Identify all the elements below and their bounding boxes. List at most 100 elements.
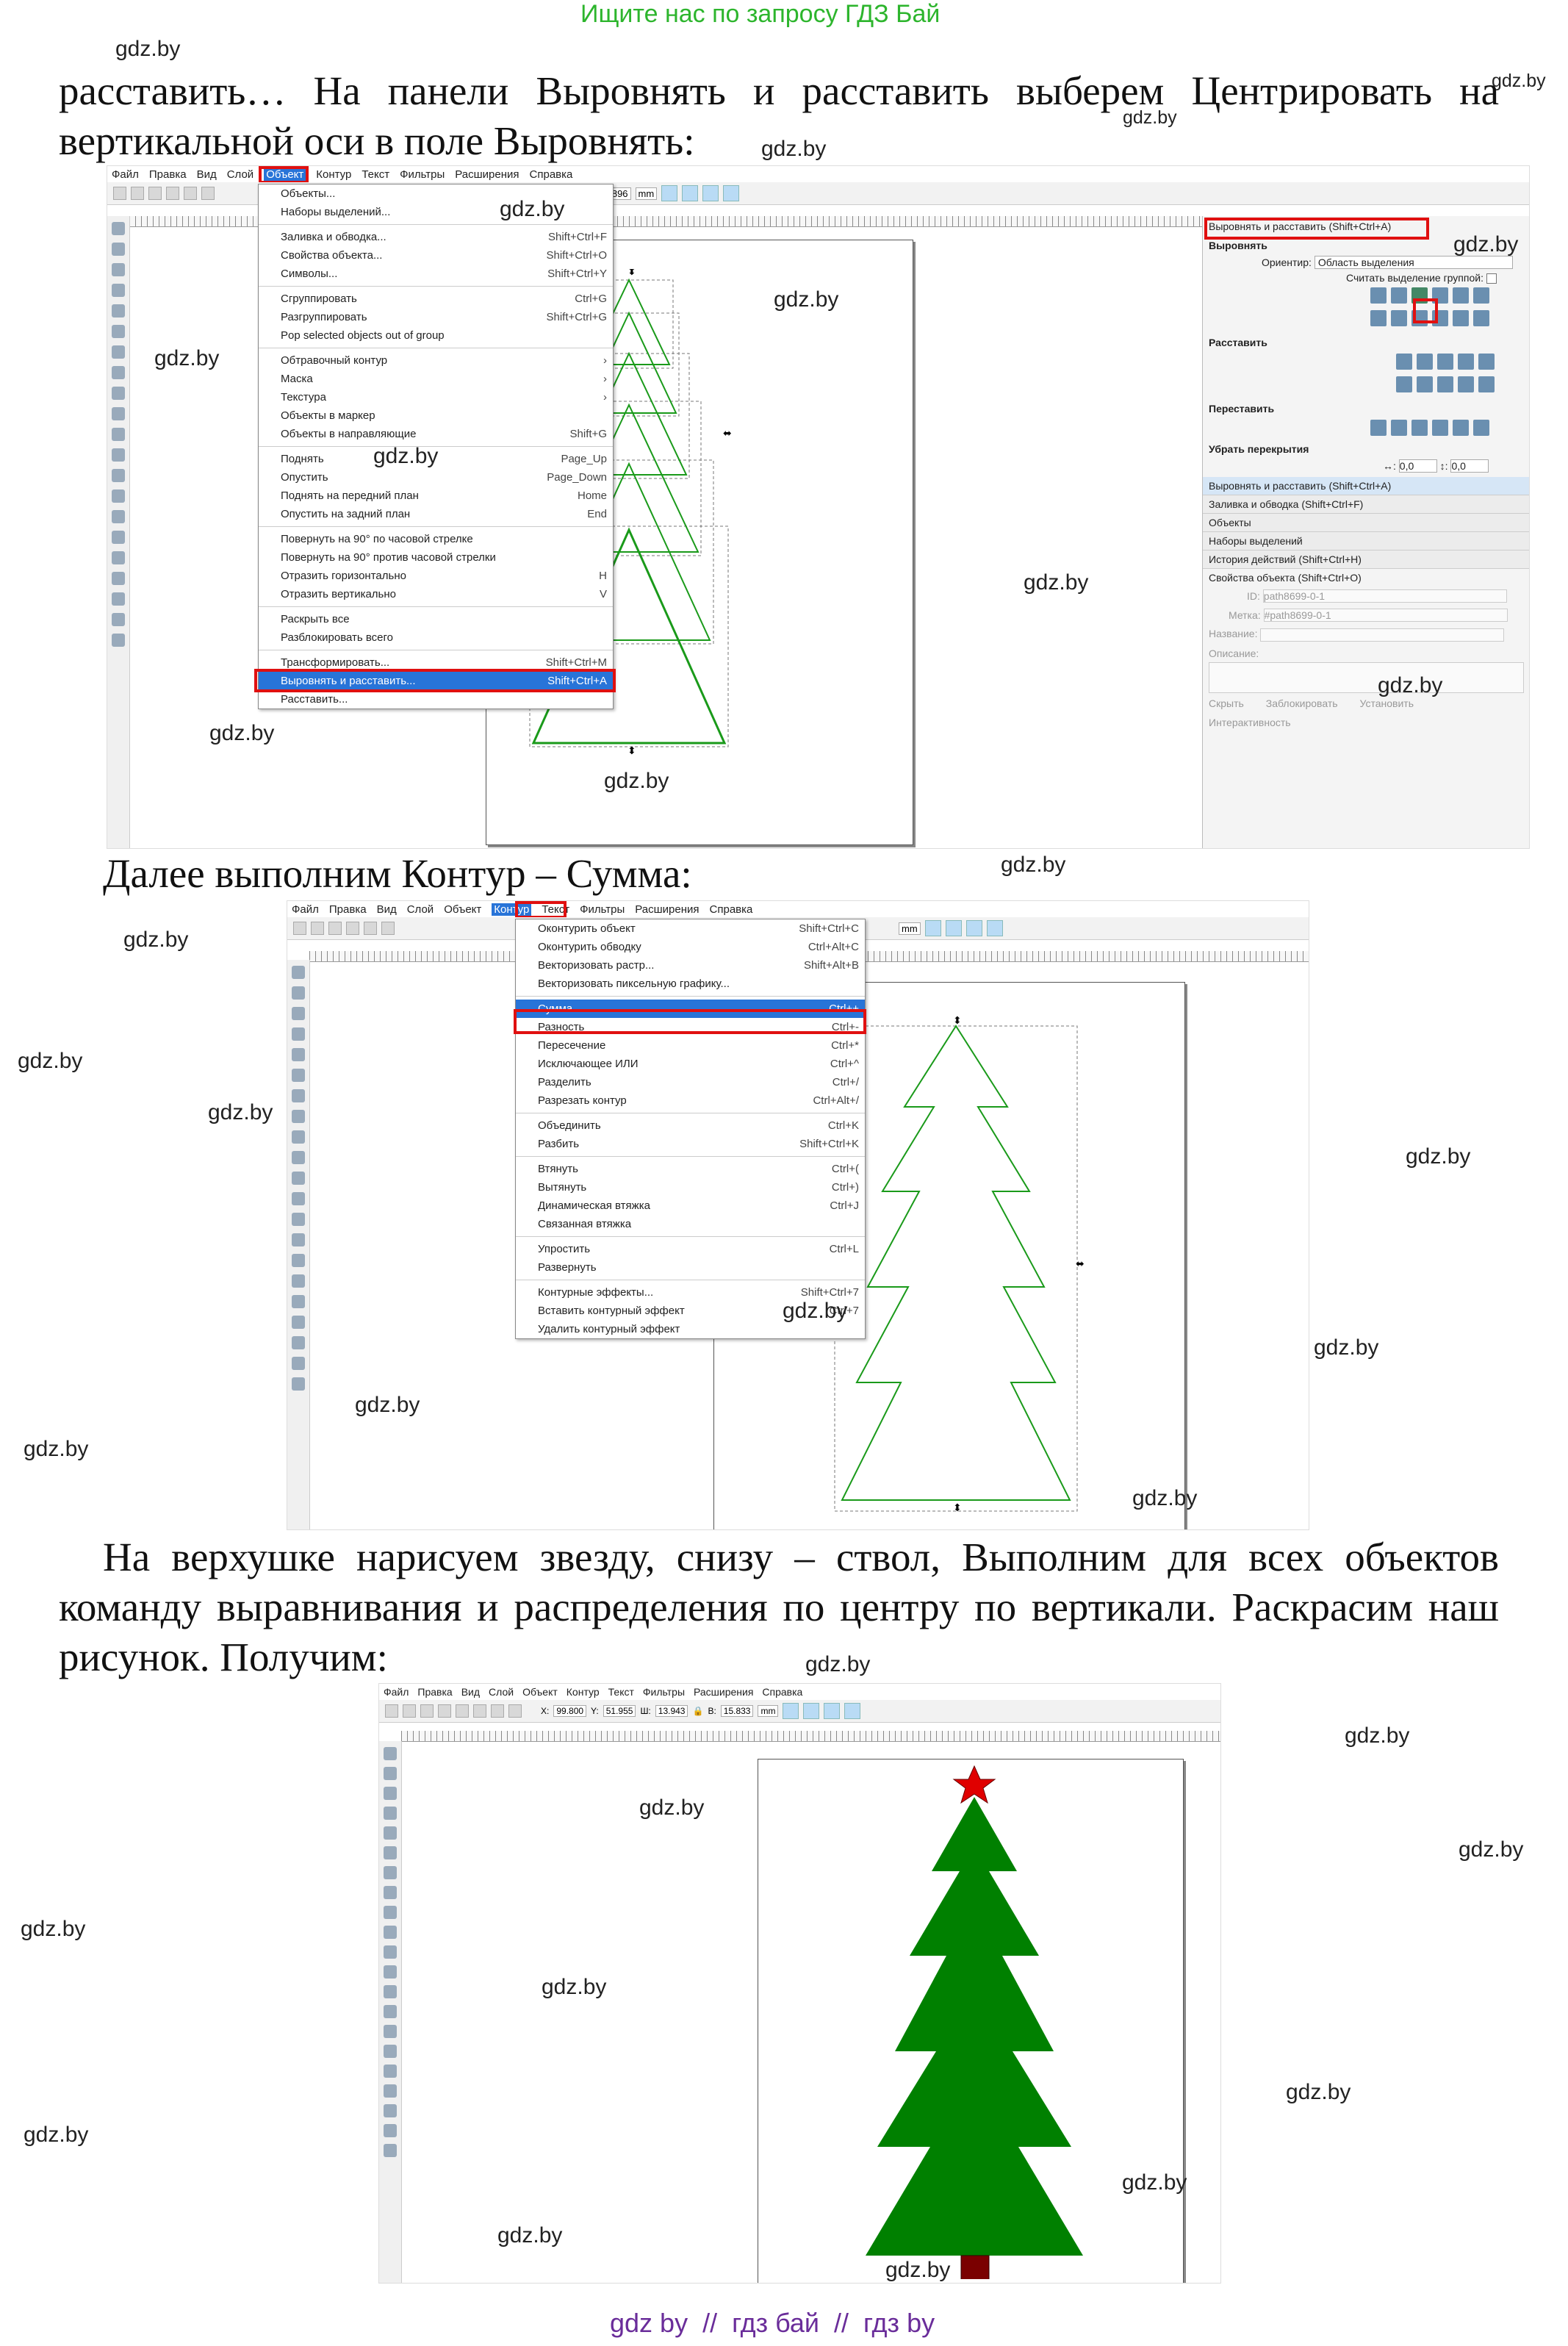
snap-button[interactable] — [945, 920, 962, 936]
spray-tool-icon[interactable] — [384, 2025, 397, 2038]
hide-checkbox[interactable]: Скрыть — [1209, 697, 1244, 709]
menu-item[interactable]: Символы... Shift+Ctrl+Y — [281, 268, 607, 280]
tool-button[interactable] — [381, 922, 395, 935]
ellipse-tool-icon[interactable] — [292, 1110, 305, 1123]
menu-item[interactable]: Развернуть — [538, 1261, 597, 1274]
menu-item[interactable]: Втянуть Ctrl+( — [538, 1163, 859, 1175]
node-tool-icon[interactable] — [112, 243, 125, 256]
bucket-tool-icon[interactable] — [292, 1295, 305, 1308]
menu-extensions[interactable]: Расширения — [455, 168, 519, 181]
tool-button[interactable] — [166, 187, 179, 200]
menu-item[interactable]: Контурные эффекты... Shift+Ctrl+7 — [538, 1286, 859, 1299]
menu-file[interactable]: Файл — [112, 168, 139, 181]
menu-item[interactable]: Заливка и обводка... Shift+Ctrl+F — [281, 231, 607, 243]
footer-link[interactable]: gdz by // гдз бай // гдз by — [610, 2308, 935, 2338]
tool-button[interactable] — [328, 922, 342, 935]
menu-path[interactable]: Контур — [316, 168, 352, 181]
menu-item[interactable]: Повернуть на 90° против часовой стрелки — [281, 551, 496, 564]
distribute-icon[interactable] — [1437, 376, 1453, 393]
connector-tool-icon[interactable] — [384, 2144, 397, 2157]
dock-tab[interactable]: Заливка и обводка (Shift+Ctrl+F) — [1203, 495, 1529, 514]
spiral-tool-icon[interactable] — [384, 1926, 397, 1939]
menu-item[interactable]: Расставить... — [281, 693, 348, 706]
menu-help[interactable]: Справка — [529, 168, 573, 181]
eraser-tool-icon[interactable] — [292, 1274, 305, 1288]
menu-path[interactable]: Контур — [566, 1686, 600, 1698]
measure-tool-icon[interactable] — [112, 304, 125, 318]
tool-button[interactable] — [131, 187, 144, 200]
node-tool-icon[interactable] — [292, 986, 305, 1000]
distribute-icon[interactable] — [1478, 354, 1495, 370]
menu-item[interactable]: Поднять Page_Up — [281, 453, 607, 465]
set-button[interactable]: Установить — [1359, 697, 1414, 709]
menu-file[interactable]: Файл — [384, 1686, 409, 1698]
v-gap-field[interactable]: 0,0 — [1450, 459, 1489, 473]
menu-item[interactable]: Оконтурить обводку Ctrl+Alt+C — [538, 941, 859, 953]
ellipse-tool-icon[interactable] — [112, 366, 125, 379]
box-tool-icon[interactable] — [112, 345, 125, 359]
tweak-tool-icon[interactable] — [384, 1787, 397, 1800]
tweak-tool-icon[interactable] — [292, 1007, 305, 1020]
menu-layer[interactable]: Слой — [226, 168, 254, 181]
distribute-icon[interactable] — [1417, 376, 1433, 393]
menu-item[interactable]: Вытянуть Ctrl+) — [538, 1181, 859, 1194]
unit-select[interactable]: mm — [899, 922, 921, 935]
menu-object[interactable]: Объект — [522, 1686, 558, 1698]
zoom-tool-icon[interactable] — [384, 1807, 397, 1820]
menu-item[interactable]: Разблокировать всего — [281, 631, 393, 644]
text-tool-icon[interactable] — [112, 489, 125, 503]
menu-file[interactable]: Файл — [292, 903, 319, 916]
align-icon[interactable] — [1453, 287, 1469, 304]
menu-text[interactable]: Текст — [362, 168, 390, 181]
distribute-icon[interactable] — [1417, 354, 1433, 370]
align-icon[interactable] — [1370, 310, 1387, 327]
mesh-tool-icon[interactable] — [292, 1336, 305, 1349]
align-icon[interactable] — [1370, 287, 1387, 304]
distribute-icon[interactable] — [1478, 376, 1495, 393]
dropper-tool-icon[interactable] — [384, 2124, 397, 2137]
menu-edit[interactable]: Правка — [148, 168, 187, 181]
menu-filters[interactable]: Фильтры — [400, 168, 445, 181]
tool-button[interactable] — [184, 187, 197, 200]
dock-tab[interactable]: Объекты — [1203, 514, 1529, 533]
rearrange-icon[interactable] — [1370, 420, 1387, 437]
spiral-tool-icon[interactable] — [292, 1151, 305, 1164]
interactivity-expander[interactable]: Интерактивность — [1209, 716, 1291, 728]
box-tool-icon[interactable] — [384, 1866, 397, 1879]
rearrange-icon[interactable] — [1411, 420, 1428, 437]
unit-select[interactable]: mm — [758, 1705, 779, 1717]
connector-tool-icon[interactable] — [292, 1377, 305, 1391]
menu-item[interactable]: Pop selected objects out of group — [281, 329, 445, 342]
snap-button[interactable] — [824, 1703, 841, 1719]
menu-item[interactable]: Пересечение Ctrl+* — [538, 1039, 859, 1052]
tool-button[interactable] — [346, 922, 359, 935]
rect-tool-icon[interactable] — [292, 1069, 305, 1082]
box-tool-icon[interactable] — [292, 1089, 305, 1102]
dock-tab[interactable]: Наборы выделений — [1203, 532, 1529, 551]
menu-item[interactable]: Трансформировать... Shift+Ctrl+M — [281, 656, 607, 669]
distribute-icon[interactable] — [1437, 354, 1453, 370]
label-field[interactable]: #path8699-0-1 — [1263, 609, 1508, 623]
rearrange-icon[interactable] — [1473, 420, 1489, 437]
tool-button[interactable] — [148, 187, 162, 200]
tool-button[interactable] — [311, 922, 324, 935]
lock-icon[interactable]: 🔒 — [692, 1706, 704, 1716]
menu-item[interactable]: Векторизовать растр... Shift+Alt+B — [538, 959, 859, 972]
snap-button[interactable] — [986, 920, 1003, 936]
connector-tool-icon[interactable] — [112, 634, 125, 647]
menu-item[interactable]: Исключающее ИЛИ Ctrl+^ — [538, 1058, 859, 1070]
distribute-icon[interactable] — [1396, 354, 1412, 370]
distribute-icon[interactable] — [1458, 376, 1474, 393]
measure-tool-icon[interactable] — [384, 1826, 397, 1840]
spiral-tool-icon[interactable] — [112, 407, 125, 420]
menu-extensions[interactable]: Расширения — [694, 1686, 754, 1698]
id-field[interactable]: path8699-0-1 — [1262, 589, 1507, 603]
tool-button[interactable] — [438, 1704, 451, 1718]
menu-item[interactable]: Связанная втяжка — [538, 1218, 632, 1230]
pencil-tool-icon[interactable] — [384, 1945, 397, 1959]
pencil-tool-icon[interactable] — [292, 1172, 305, 1185]
menu-item[interactable]: Текстура › — [281, 391, 607, 403]
snap-button[interactable] — [844, 1703, 861, 1719]
menu-item[interactable]: Опустить Page_Down — [281, 471, 607, 484]
menu-layer[interactable]: Слой — [489, 1686, 514, 1698]
